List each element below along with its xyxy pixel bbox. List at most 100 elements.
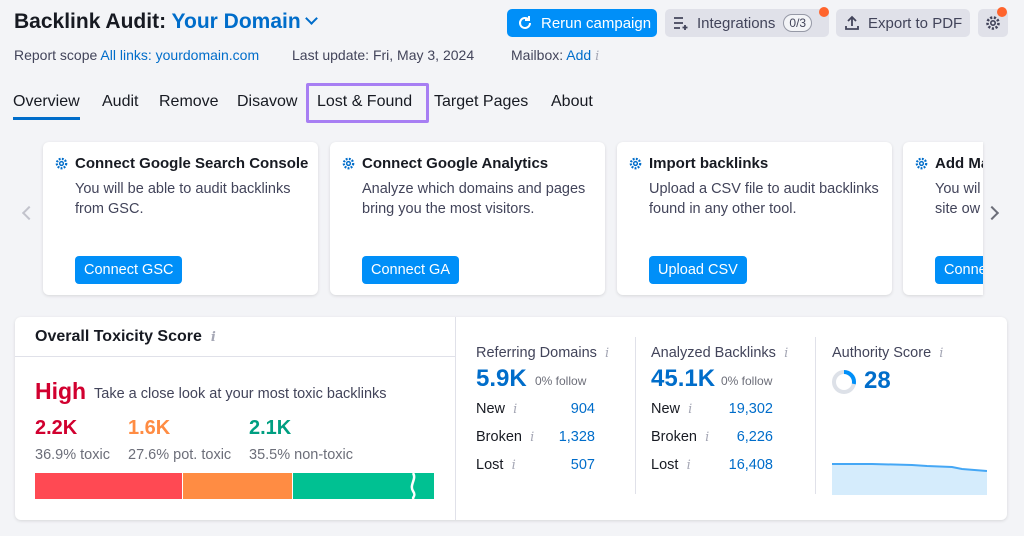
info-icon[interactable]: i: [525, 430, 535, 445]
top-bar: Backlink Audit: Your Domain Rerun campai…: [0, 0, 1024, 128]
card-import-backlinks: Import backlinks Upload a CSV file to au…: [617, 142, 892, 295]
connect-gsc-button[interactable]: Connect GSC: [75, 256, 183, 284]
integrations-counter: 0/3: [783, 14, 813, 32]
card-description: Upload a CSV file to audit backlinks fou…: [649, 181, 879, 217]
referring-lost-label: Lost i: [476, 457, 516, 473]
report-scope-label: Report scope: [14, 47, 98, 63]
gear-icon: [55, 157, 68, 170]
title-prefix: Backlink Audit:: [14, 10, 167, 33]
toxic-label: 36.9% toxic: [35, 447, 110, 463]
authority-score-title: Authority Score i: [832, 345, 943, 361]
card-title: Connect Google Analytics: [341, 155, 548, 172]
authority-score-value[interactable]: 28: [864, 367, 891, 394]
carousel-prev-arrow[interactable]: [21, 205, 37, 221]
mailbox-label: Mailbox:: [511, 47, 564, 63]
info-icon[interactable]: i: [206, 330, 216, 345]
upload-csv-button[interactable]: Upload CSV: [649, 256, 747, 284]
toxic-segment: [35, 473, 183, 499]
backlinks-new-label: New i: [651, 401, 692, 417]
row-label-text: New: [476, 401, 506, 417]
carousel-next-arrow[interactable]: [984, 205, 1000, 221]
authority-score-title-text: Authority Score: [832, 345, 932, 361]
tab-remove[interactable]: Remove: [159, 93, 219, 110]
gear-icon: [915, 157, 928, 170]
info-icon[interactable]: i: [935, 346, 944, 361]
connect-ga-button[interactable]: Connect GA: [362, 256, 459, 284]
referring-follow: 0% follow: [535, 374, 587, 388]
info-icon[interactable]: i: [595, 49, 600, 64]
card-description: You will be able to audit backlinks from…: [75, 181, 291, 217]
toxicity-title: Overall Toxicity Score i: [35, 328, 216, 346]
card-description: You wil site ow: [935, 181, 981, 217]
info-icon[interactable]: i: [682, 458, 691, 473]
backlinks-broken-label: Broken i: [651, 429, 709, 445]
backlinks-new-value[interactable]: 19,302: [728, 401, 773, 417]
domain-selector[interactable]: Your Domain: [172, 10, 318, 33]
info-icon[interactable]: i: [700, 430, 710, 445]
tab-disavow[interactable]: Disavow: [237, 93, 298, 110]
row-label-text: Broken: [476, 429, 522, 445]
settings-notification-dot: [997, 7, 1007, 17]
tab-highlight-box: [306, 83, 429, 123]
pot-toxic-count: 1.6K: [128, 417, 171, 439]
row-label-text: Broken: [651, 429, 697, 445]
row-label-text: Lost: [476, 457, 504, 473]
tab-audit[interactable]: Audit: [102, 93, 139, 110]
mailbox: Mailbox: Add i: [511, 47, 599, 64]
tab-about[interactable]: About: [551, 93, 593, 110]
non-toxic-count: 2.1K: [249, 417, 292, 439]
referring-broken-label: Broken i: [476, 429, 534, 445]
panel-divider: [455, 317, 456, 520]
referring-lost-value[interactable]: 507: [570, 457, 595, 473]
chevron-down-icon: [304, 12, 318, 25]
info-icon[interactable]: i: [779, 346, 789, 361]
referring-new-value[interactable]: 904: [570, 401, 595, 417]
list-add-icon: [674, 17, 688, 30]
authority-gauge-fill: [832, 370, 856, 394]
toxicity-level: High: [35, 378, 87, 404]
tab-target-pages[interactable]: Target Pages: [434, 93, 529, 110]
referring-new-label: New i: [476, 401, 517, 417]
card-title: Import backlinks: [628, 155, 768, 172]
toxic-count: 2.2K: [35, 417, 78, 439]
non-toxic-segment: [292, 473, 434, 499]
tab-overview[interactable]: Overview: [13, 93, 80, 120]
stats-panel: Overall Toxicity Score i High Take a clo…: [15, 317, 1007, 520]
report-scope: Report scope All links: yourdomain.com: [14, 47, 259, 63]
connect-button-partial[interactable]: Conne: [935, 256, 983, 284]
card-google-analytics: Connect Google Analytics Analyze which d…: [330, 142, 605, 295]
referring-broken-value[interactable]: 1,328: [558, 429, 595, 445]
backlinks-lost-label: Lost i: [651, 457, 691, 473]
row-label-text: Lost: [651, 457, 679, 473]
card-google-search-console: Connect Google Search Console You will b…: [43, 142, 318, 295]
info-icon[interactable]: i: [507, 458, 516, 473]
card-title: Connect Google Search Console: [54, 155, 308, 172]
analyzed-backlinks-value[interactable]: 45.1K: [651, 365, 716, 392]
backlinks-broken-value[interactable]: 6,226: [736, 429, 773, 445]
rerun-label: Rerun campaign: [541, 14, 652, 32]
card-add-mailbox-partial: Add Ma You wil site ow Conne: [903, 142, 983, 295]
tab-lost-found[interactable]: Lost & Found: [317, 93, 413, 110]
integrations-label: Integrations: [697, 14, 776, 32]
toxicity-level-desc: Take a close look at your most toxic bac…: [94, 386, 387, 402]
card-title-text: Import backlinks: [649, 155, 769, 172]
export-label: Export to PDF: [868, 14, 963, 32]
backlinks-lost-value[interactable]: 16,408: [728, 457, 773, 473]
mailbox-add-link[interactable]: Add: [566, 47, 592, 63]
integrations-button[interactable]: Integrations 0/3: [665, 9, 829, 37]
referring-domains-value[interactable]: 5.9K: [476, 365, 527, 392]
referring-domains-title: Referring Domains i: [476, 345, 609, 361]
info-icon[interactable]: i: [509, 402, 518, 417]
card-description: Analyze which domains and pages bring yo…: [362, 181, 586, 217]
report-scope-link[interactable]: All links: yourdomain.com: [100, 47, 260, 63]
refresh-icon: [519, 16, 531, 29]
referring-domains-title-text: Referring Domains: [476, 345, 597, 361]
notification-dot: [819, 7, 829, 17]
export-pdf-button[interactable]: Export to PDF: [836, 9, 970, 37]
info-icon[interactable]: i: [684, 402, 693, 417]
info-icon[interactable]: i: [600, 346, 610, 361]
toxicity-bar: [35, 473, 434, 499]
authority-gauge-icon: [832, 370, 856, 394]
pot-toxic-label: 27.6% pot. toxic: [128, 447, 232, 463]
rerun-campaign-button[interactable]: Rerun campaign: [507, 9, 657, 37]
